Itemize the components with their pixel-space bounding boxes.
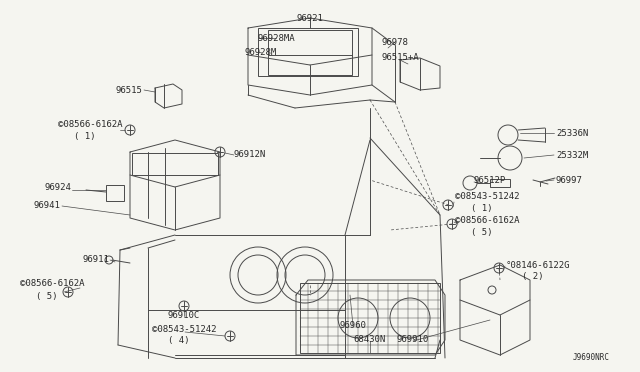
Bar (106, 185, 124, 201)
Text: ©08566-6162A: ©08566-6162A (58, 119, 122, 128)
Text: ( 5): ( 5) (36, 292, 58, 301)
Text: ©08543-51242: ©08543-51242 (152, 324, 216, 334)
Bar (490, 179, 510, 187)
Text: 96512P: 96512P (474, 176, 506, 185)
Text: 96515+A: 96515+A (381, 52, 419, 61)
Text: 96924: 96924 (44, 183, 71, 192)
Text: 96978: 96978 (381, 38, 408, 46)
Text: ( 4): ( 4) (168, 337, 189, 346)
Text: ( 1): ( 1) (74, 131, 95, 141)
Text: 96928MA: 96928MA (257, 33, 295, 42)
Text: 96921: 96921 (296, 13, 323, 22)
Text: J9690NRC: J9690NRC (573, 353, 610, 362)
Text: 96928M: 96928M (245, 48, 277, 57)
Text: ©08543-51242: ©08543-51242 (455, 192, 520, 201)
Text: ( 1): ( 1) (471, 203, 493, 212)
Text: ©08566-6162A: ©08566-6162A (20, 279, 84, 289)
Text: 25336N: 25336N (556, 128, 588, 138)
Text: ( 5): ( 5) (471, 228, 493, 237)
Text: °08146-6122G: °08146-6122G (506, 260, 570, 269)
Text: 969910: 969910 (397, 336, 429, 344)
Text: 96997: 96997 (556, 176, 583, 185)
Text: 96960: 96960 (340, 321, 367, 330)
Text: 96911: 96911 (82, 256, 109, 264)
Text: ( 2): ( 2) (522, 273, 543, 282)
Bar (300, 283, 440, 353)
Bar (268, 30, 352, 75)
Text: 96910C: 96910C (168, 311, 200, 320)
Text: ©08566-6162A: ©08566-6162A (455, 215, 520, 224)
Text: 96912N: 96912N (234, 150, 266, 158)
Text: 25332M: 25332M (556, 151, 588, 160)
Text: 96515: 96515 (115, 86, 142, 94)
Bar (258, 28, 358, 76)
Bar (132, 153, 218, 175)
Text: 68430N: 68430N (354, 336, 386, 344)
Text: 96941: 96941 (33, 201, 60, 209)
